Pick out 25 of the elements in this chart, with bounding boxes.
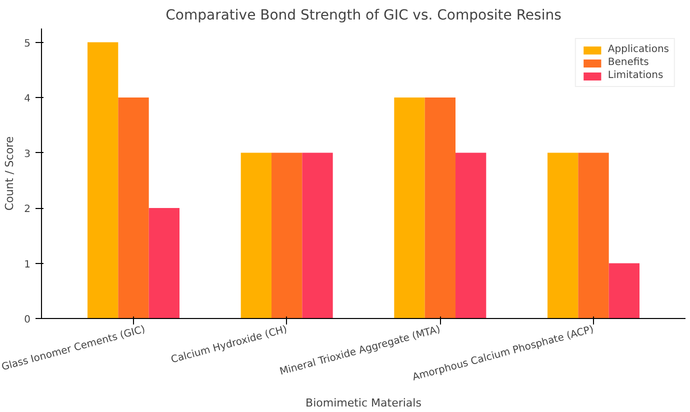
legend-label: Applications <box>608 44 669 55</box>
bar <box>148 208 180 318</box>
y-tick-label: 4 <box>24 94 31 105</box>
y-tick-label: 1 <box>24 259 31 270</box>
bar <box>424 98 456 318</box>
x-tick-label: Glass Ionomer Cements (GIC) <box>0 324 147 374</box>
bar <box>608 263 640 318</box>
y-axis-title: Count / Score <box>3 136 16 211</box>
chart-title: Comparative Bond Strength of GIC vs. Composite Resins <box>166 8 562 24</box>
y-tick-label: 3 <box>24 148 31 160</box>
y-tick-label: 2 <box>24 204 31 216</box>
bar <box>394 98 425 318</box>
bar <box>118 98 149 318</box>
bar <box>578 152 609 318</box>
x-axis-title: Biomimetic Materials <box>306 396 422 410</box>
legend-label: Limitations <box>608 70 664 81</box>
bar <box>88 42 118 318</box>
y-tick-label: 5 <box>24 38 31 50</box>
bar <box>548 152 578 318</box>
bar <box>302 152 333 318</box>
bar <box>272 152 302 318</box>
y-tick-label: 0 <box>24 314 31 326</box>
bar <box>456 152 486 318</box>
bar <box>240 152 272 318</box>
legend-label: Benefits <box>608 57 649 68</box>
